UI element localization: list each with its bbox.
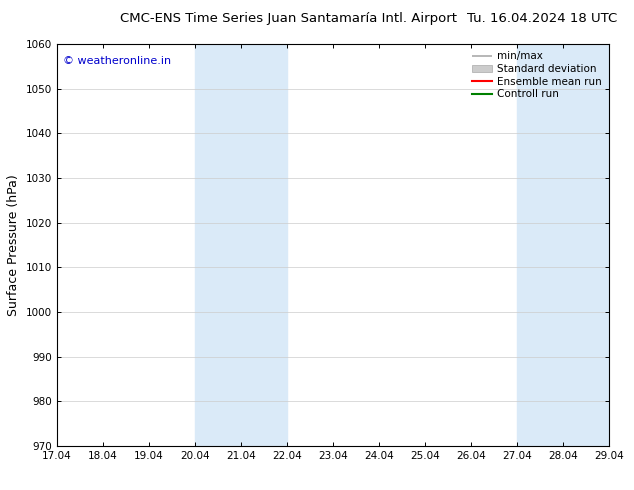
- Text: Tu. 16.04.2024 18 UTC: Tu. 16.04.2024 18 UTC: [467, 12, 618, 25]
- Text: CMC-ENS Time Series Juan Santamaría Intl. Airport: CMC-ENS Time Series Juan Santamaría Intl…: [120, 12, 457, 25]
- Bar: [195, 44, 287, 446]
- Y-axis label: Surface Pressure (hPa): Surface Pressure (hPa): [8, 174, 20, 316]
- Legend: min/max, Standard deviation, Ensemble mean run, Controll run: min/max, Standard deviation, Ensemble me…: [467, 47, 605, 103]
- Text: © weatheronline.in: © weatheronline.in: [63, 56, 171, 66]
- Bar: [517, 44, 609, 446]
